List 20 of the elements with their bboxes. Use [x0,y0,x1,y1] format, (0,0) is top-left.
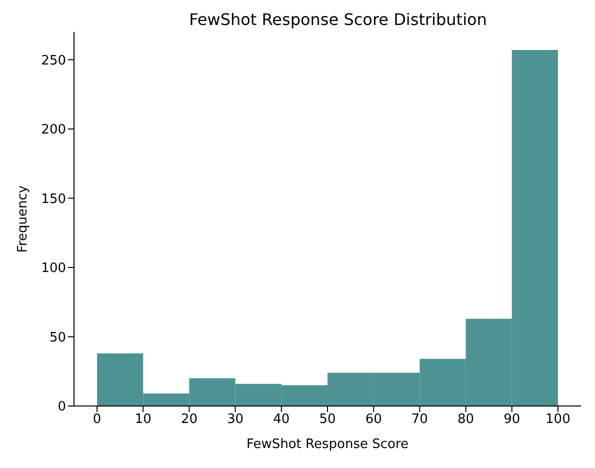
x-tick-label: 0 [92,412,102,428]
y-tick-label: 150 [41,192,66,207]
chart-title: FewShot Response Score Distribution [188,10,488,29]
x-axis-title: FewShot Response Score [246,437,409,452]
y-tick-label: 100 [41,261,66,276]
x-tick-label: 20 [180,412,198,428]
x-tick-label: 40 [273,412,290,428]
y-tick-label: 250 [41,53,66,68]
x-tick-label: 60 [365,412,382,428]
y-tick-label: 0 [58,400,66,415]
y-tick-label: 200 [41,122,66,138]
x-tick-label: 70 [411,412,428,428]
x-tick-label: 50 [319,412,336,428]
x-tick-label: 90 [504,412,520,428]
x-tick-label: 10 [134,412,152,428]
y-axis-title: Frequency [16,185,31,253]
y-tick-label: 50 [49,330,66,346]
x-tick-label: 80 [458,412,474,428]
x-tick-label: 30 [227,412,244,428]
x-tick-label: 100 [546,412,570,428]
